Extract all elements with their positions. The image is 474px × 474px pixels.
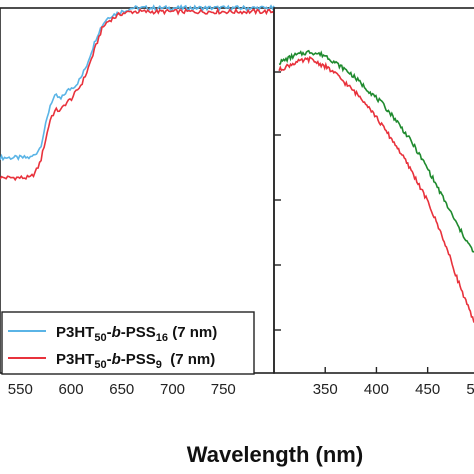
right-x-ticks: 350 400 450 500	[313, 367, 474, 398]
right-series-line-2	[278, 55, 474, 323]
left-x-tick-label-650: 650	[109, 381, 134, 398]
legend: P3HT50-b-PSS16 (7 nm) P3HT50-b-PSS9 (7 n…	[1, 311, 255, 375]
left-x-tick-label-600: 600	[59, 381, 84, 398]
left-series-line-2	[0, 7, 275, 182]
right-series-group	[278, 49, 474, 323]
left-x-tick-label-550: 550	[8, 381, 33, 398]
legend-label-1: P3HT50-b-PSS16 (7 nm)	[56, 324, 217, 344]
right-x-tick-label-400: 400	[364, 381, 389, 398]
legend-box	[1, 311, 255, 375]
legend-label-2: P3HT50-b-PSS9 (7 nm)	[56, 351, 215, 371]
right-plot-frame	[273, 7, 474, 374]
right-panel: 350 400 450 500	[273, 7, 474, 398]
right-x-tick-label-500: 500	[466, 381, 474, 398]
x-axis-label: Wavelength (nm)	[187, 442, 363, 467]
right-y-ticks	[274, 71, 281, 331]
left-x-tick-label-750: 750	[211, 381, 236, 398]
left-x-tick-label-700: 700	[160, 381, 185, 398]
left-series-line-1	[0, 4, 275, 162]
right-x-tick-label-450: 450	[415, 381, 440, 398]
left-panel: 550 600 650 700 750 P3HT50-b-PSS16 (7 nm) P3…	[0, 4, 275, 398]
left-series-group	[0, 4, 275, 182]
right-x-tick-label-350: 350	[313, 381, 338, 398]
right-series-line-1	[278, 49, 474, 253]
